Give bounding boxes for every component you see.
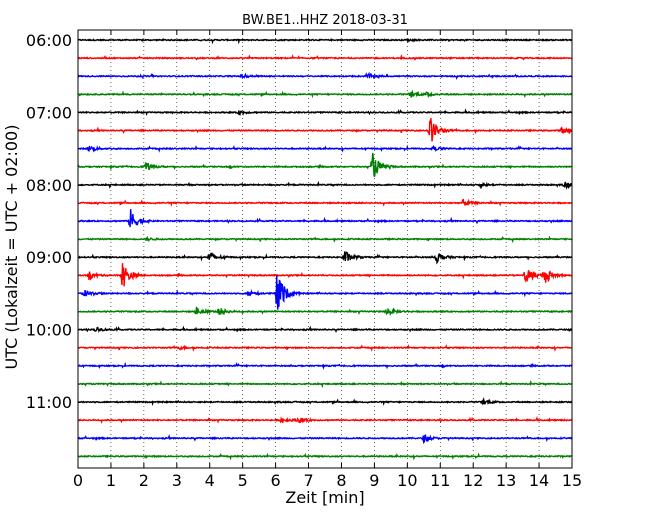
seismic-trace (77, 144, 573, 153)
seismic-trace (77, 89, 573, 99)
x-tick-label: 4 (205, 471, 215, 490)
x-tick-label: 15 (562, 471, 582, 490)
y-tick-label: 11:00 (26, 393, 72, 412)
seismic-trace (77, 180, 573, 190)
x-tick-label: 12 (463, 471, 483, 490)
seismic-trace (77, 71, 573, 80)
y-tick-label: 07:00 (26, 103, 72, 122)
seismic-trace (77, 344, 573, 352)
seismic-trace (77, 415, 573, 424)
seismic-trace (77, 325, 573, 334)
seismic-trace (77, 198, 573, 207)
y-tick-label: 08:00 (26, 176, 72, 195)
seismic-trace (77, 53, 573, 61)
seismic-trace (77, 108, 573, 116)
x-tick-label: 2 (139, 471, 149, 490)
x-tick-label: 7 (303, 471, 313, 490)
axis-ticks: 0 1 2 3 4 5 6 7 8 9 10 11 12 13 14 1506:0007:0008:0009:… (26, 30, 582, 490)
seismic-trace (77, 275, 573, 310)
x-tick-label: 8 (336, 471, 346, 490)
seismic-trace (78, 452, 573, 461)
seismic-trace (77, 379, 573, 389)
x-tick-label: 13 (496, 471, 516, 490)
y-tick-label: 10:00 (26, 321, 72, 340)
y-axis-label: UTC (Lokalzeit = UTC + 02:00) (2, 125, 21, 370)
x-tick-label: 14 (529, 471, 549, 490)
x-tick-label: 6 (271, 471, 281, 490)
seismic-trace (77, 118, 573, 142)
x-tick-label: 11 (430, 471, 450, 490)
y-tick-label: 09:00 (26, 248, 72, 267)
seismic-trace (78, 263, 573, 287)
seismic-trace (77, 152, 573, 177)
seismic-trace (77, 38, 573, 45)
x-axis-label: Zeit [min] (285, 488, 364, 507)
seismic-trace (77, 433, 573, 445)
y-tick-label: 06:00 (26, 31, 72, 50)
plot-frame (77, 29, 573, 469)
seismic-trace (78, 361, 573, 371)
seismic-trace (77, 397, 573, 406)
seismic-trace (77, 306, 573, 317)
x-tick-label: 5 (238, 471, 248, 490)
x-tick-label: 3 (172, 471, 182, 490)
x-tick-label: 0 (73, 471, 83, 490)
seismic-trace (77, 209, 573, 228)
seismic-trace (77, 251, 573, 265)
x-tick-label: 1 (106, 471, 116, 490)
x-tick-label: 9 (369, 471, 379, 490)
chart-title: BW.BE1..HHZ 2018-03-31 (242, 13, 408, 28)
trace-group (77, 38, 573, 461)
x-tick-label: 10 (397, 471, 417, 490)
seismic-trace (78, 235, 573, 244)
